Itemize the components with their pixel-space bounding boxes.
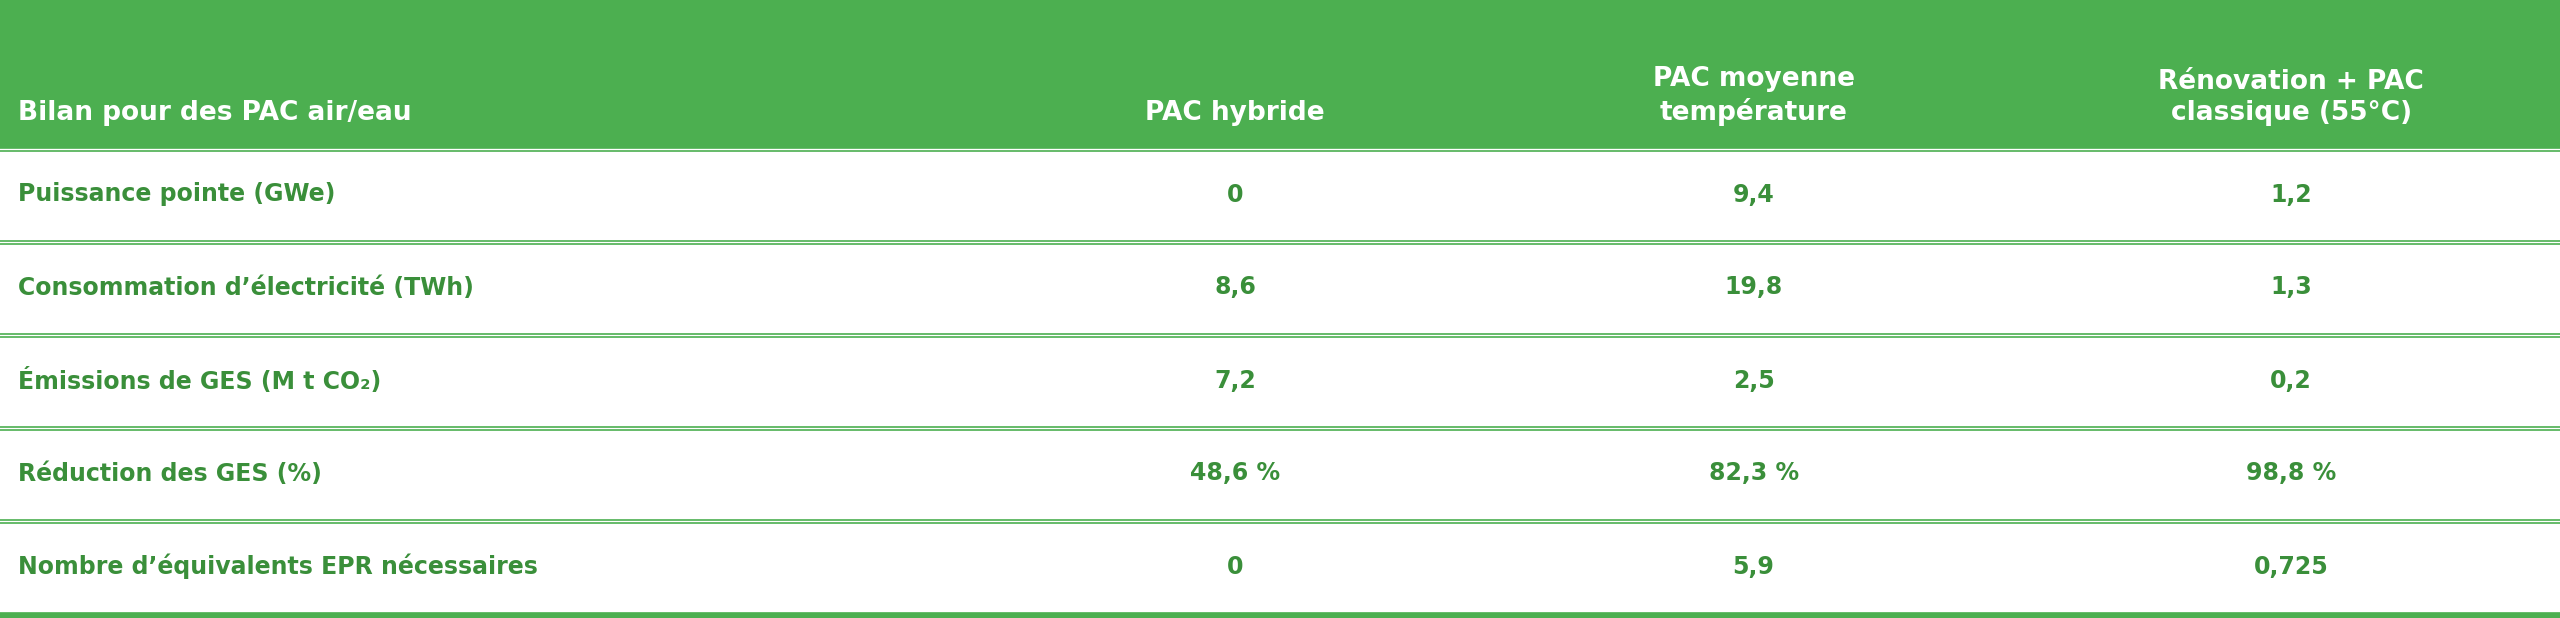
Text: 9,4: 9,4	[1733, 182, 1774, 206]
Text: 19,8: 19,8	[1725, 276, 1782, 300]
Text: 0: 0	[1226, 554, 1244, 578]
Text: 2,5: 2,5	[1733, 368, 1774, 392]
Text: 98,8 %: 98,8 %	[2245, 462, 2337, 486]
Text: 48,6 %: 48,6 %	[1190, 462, 1280, 486]
Bar	[0, 0, 2560, 148]
Text: 8,6: 8,6	[1213, 276, 1257, 300]
Text: PAC moyenne
température: PAC moyenne température	[1654, 67, 1853, 126]
Text: 5,9: 5,9	[1733, 554, 1774, 578]
Bar	[0, 613, 2560, 618]
Text: PAC hybride: PAC hybride	[1144, 100, 1326, 126]
Text: Puissance pointe (GWe): Puissance pointe (GWe)	[18, 182, 335, 206]
Text: Émissions de GES (M t CO₂): Émissions de GES (M t CO₂)	[18, 368, 381, 394]
Bar	[0, 427, 2560, 520]
Text: Rénovation + PAC
classique (55°C): Rénovation + PAC classique (55°C)	[2158, 69, 2424, 126]
Text: 1,2: 1,2	[2271, 182, 2312, 206]
Text: Bilan pour des PAC air/eau: Bilan pour des PAC air/eau	[18, 100, 412, 126]
Text: 7,2: 7,2	[1213, 368, 1257, 392]
Text: 1,3: 1,3	[2271, 276, 2312, 300]
Bar	[0, 241, 2560, 334]
Bar	[0, 148, 2560, 241]
Text: 0,725: 0,725	[2253, 554, 2330, 578]
Bar	[0, 334, 2560, 427]
Text: 82,3 %: 82,3 %	[1708, 462, 1800, 486]
Text: Nombre d’équivalents EPR nécessaires: Nombre d’équivalents EPR nécessaires	[18, 554, 538, 579]
Text: Consommation d’électricité (TWh): Consommation d’électricité (TWh)	[18, 276, 474, 300]
Text: 0: 0	[1226, 182, 1244, 206]
Text: 0,2: 0,2	[2271, 368, 2312, 392]
Text: Réduction des GES (%): Réduction des GES (%)	[18, 462, 323, 486]
Bar	[0, 520, 2560, 613]
